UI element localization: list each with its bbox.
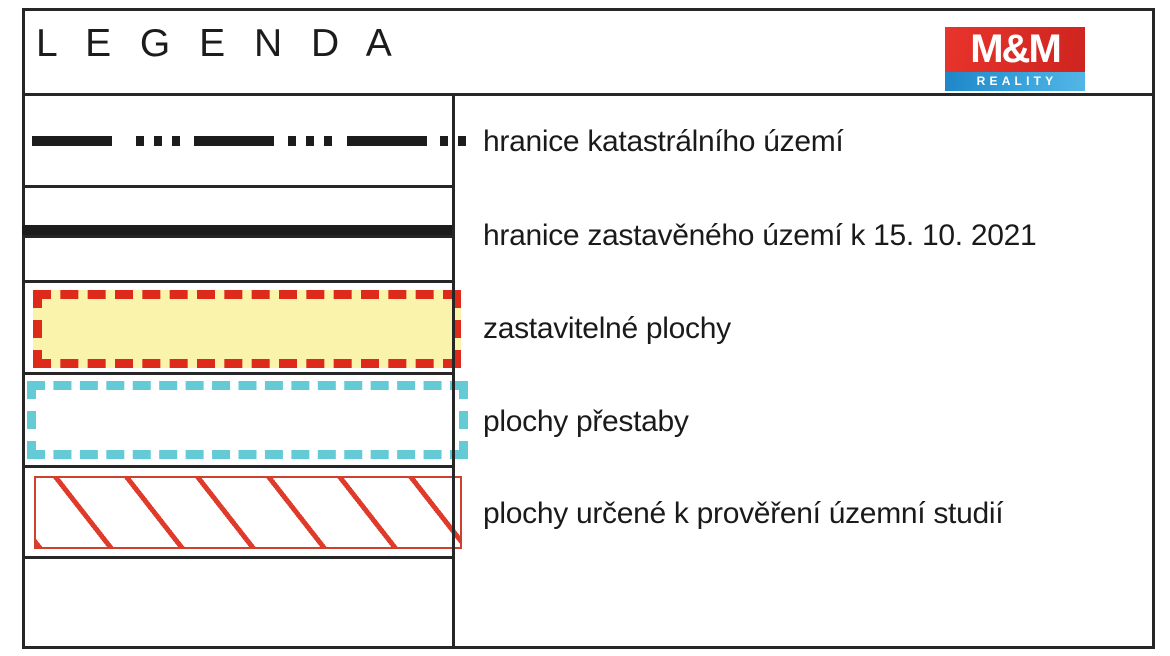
dash-dot-line-symbol xyxy=(32,135,466,146)
legend-label-plochy-prestaby: plochy přestaby xyxy=(483,404,689,438)
symbol-cell-hranice-katastralniho-uzemi xyxy=(22,96,466,188)
yellow-area-symbol xyxy=(33,290,461,368)
symbol-cell-empty xyxy=(22,559,454,649)
legend-row-3: zastavitelné plochy xyxy=(455,283,1155,375)
symbol-cell-plochy-prestaby xyxy=(22,375,468,468)
page-title: L E G E N D A xyxy=(36,22,401,65)
legend-row-4: plochy přestaby xyxy=(455,375,1155,468)
legend-row-1: hranice katastrálního území xyxy=(455,96,1155,188)
symbol-cell-zastavitelne-plochy xyxy=(22,283,461,375)
legend-symbol-column xyxy=(22,96,468,649)
symbol-cell-plochy-urcene-k-provereni xyxy=(22,468,462,559)
logo-red-block xyxy=(945,27,1085,72)
logo-secondary-text: REALITY xyxy=(976,74,1058,88)
solid-line-symbol xyxy=(22,225,454,235)
symbol-cell-spacer xyxy=(22,238,454,283)
logo-primary-text: M&M xyxy=(970,27,1062,71)
legend-label-column: hranice katastrálního území hranice zast… xyxy=(455,96,1155,649)
legend-row-2: hranice zastavěného území k 15. 10. 2021 xyxy=(455,188,1155,283)
legend-label-hranice-katastralniho-uzemi: hranice katastrálního území xyxy=(483,125,844,158)
legend-row-6 xyxy=(455,559,1155,649)
legend-label-plochy-urcene-k-provereni: plochy určené k prověření územní studií xyxy=(483,496,1004,530)
logo-blue-block xyxy=(945,72,1085,91)
mm-reality-logo: M&M REALITY xyxy=(945,27,1085,91)
legend-row-5: plochy určené k prověření územní studií xyxy=(455,468,1155,559)
legend-header: L E G E N D A M&M REALITY xyxy=(22,8,1155,96)
cyan-area-symbol xyxy=(27,381,468,459)
column-divider xyxy=(452,96,455,649)
legend-label-hranice-zastaveneho-uzemi: hranice zastavěného území k 15. 10. 2021 xyxy=(483,218,1037,252)
red-hatched-area-symbol xyxy=(34,476,462,549)
symbol-cell-hranice-zastaveneho-uzemi xyxy=(22,188,454,238)
legend-label-zastavitelne-plochy: zastavitelné plochy xyxy=(483,312,731,345)
